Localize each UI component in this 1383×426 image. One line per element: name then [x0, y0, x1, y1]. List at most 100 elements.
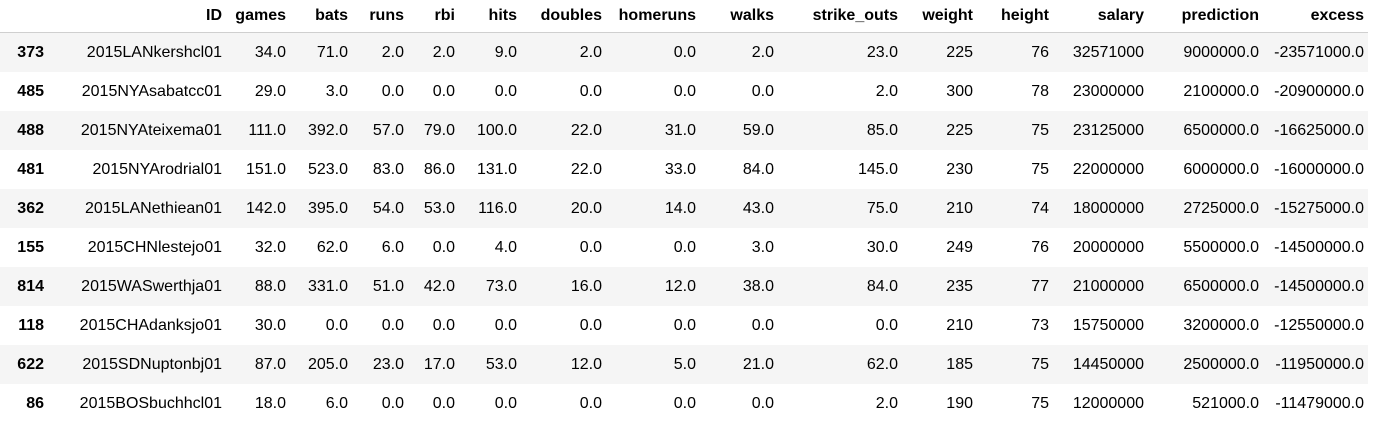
cell-bats: 6.0 [325, 394, 348, 412]
cell-homeruns: 0.0 [673, 43, 696, 61]
cell-hits: 116.0 [478, 199, 517, 217]
cell-excess: -20900000.0 [1274, 82, 1364, 100]
cell-id: 2015NYAteixema01 [80, 121, 222, 139]
cell-weight: 230 [946, 160, 973, 178]
cell-strike-outs: 85.0 [866, 121, 898, 139]
column-header-weight: weight [902, 0, 977, 33]
cell-weight: 210 [946, 199, 973, 217]
cell-homeruns: 0.0 [673, 394, 696, 412]
row-index: 485 [17, 82, 44, 100]
cell-weight: 300 [946, 82, 973, 100]
cell-prediction: 9000000.0 [1183, 43, 1259, 61]
cell-doubles: 16.0 [570, 277, 602, 295]
cell-salary: 21000000 [1072, 277, 1144, 295]
column-header-runs: runs [352, 0, 408, 33]
cell-weight: 185 [946, 355, 973, 373]
index-header [0, 0, 50, 33]
cell-salary: 18000000 [1072, 199, 1144, 217]
column-header-excess: excess [1263, 0, 1368, 33]
table-row: 488 2015NYAteixema01 111.0 392.0 57.0 79.0 100… [0, 111, 1368, 150]
table-row: 485 2015NYAsabatcc01 29.0 3.0 0.0 0.0 0.0 0.0 0.… [0, 72, 1368, 111]
cell-salary: 15750000 [1072, 316, 1144, 334]
cell-bats: 3.0 [325, 82, 348, 100]
cell-homeruns: 0.0 [673, 316, 696, 334]
cell-salary: 23125000 [1072, 121, 1144, 139]
cell-bats: 523.0 [307, 160, 348, 178]
cell-runs: 51.0 [372, 277, 404, 295]
cell-runs: 57.0 [372, 121, 404, 139]
cell-salary: 12000000 [1072, 394, 1144, 412]
cell-walks: 84.0 [742, 160, 774, 178]
cell-walks: 3.0 [751, 238, 774, 256]
cell-homeruns: 5.0 [673, 355, 696, 373]
cell-id: 2015BOSbuchhcl01 [79, 394, 222, 412]
cell-doubles: 20.0 [570, 199, 602, 217]
cell-doubles: 0.0 [579, 82, 602, 100]
column-header-hits: hits [459, 0, 521, 33]
cell-id: 2015NYAsabatcc01 [81, 82, 222, 100]
cell-prediction: 2725000.0 [1183, 199, 1259, 217]
cell-strike-outs: 30.0 [866, 238, 898, 256]
cell-games: 34.0 [254, 43, 286, 61]
column-header-doubles: doubles [521, 0, 606, 33]
table-row: 362 2015LANethiean01 142.0 395.0 54.0 53.0 116… [0, 189, 1368, 228]
cell-games: 30.0 [254, 316, 286, 334]
cell-games: 151.0 [245, 160, 286, 178]
table-row: 373 2015LANkershcl01 34.0 71.0 2.0 2.0 9.0 2.0 0… [0, 32, 1368, 72]
cell-weight: 210 [946, 316, 973, 334]
cell-weight: 190 [946, 394, 973, 412]
column-header-salary: salary [1053, 0, 1148, 33]
cell-prediction: 5500000.0 [1183, 238, 1259, 256]
cell-strike-outs: 2.0 [875, 394, 898, 412]
cell-hits: 0.0 [494, 394, 517, 412]
column-header-id: ID [50, 0, 226, 33]
cell-bats: 71.0 [316, 43, 348, 61]
row-index: 373 [17, 43, 44, 61]
cell-bats: 395.0 [307, 199, 348, 217]
row-index: 488 [17, 121, 44, 139]
cell-excess: -15275000.0 [1274, 199, 1364, 217]
cell-hits: 73.0 [485, 277, 517, 295]
cell-weight: 225 [946, 43, 973, 61]
cell-rbi: 42.0 [423, 277, 455, 295]
cell-rbi: 53.0 [423, 199, 455, 217]
cell-rbi: 2.0 [432, 43, 455, 61]
column-header-walks: walks [700, 0, 778, 33]
cell-rbi: 0.0 [432, 316, 455, 334]
cell-prediction: 6500000.0 [1183, 121, 1259, 139]
cell-strike-outs: 23.0 [866, 43, 898, 61]
cell-height: 74 [1031, 199, 1049, 217]
cell-height: 75 [1031, 394, 1049, 412]
row-index: 155 [17, 238, 44, 256]
table-header: ID games bats runs rbi hits doubles home… [0, 0, 1368, 33]
cell-bats: 392.0 [307, 121, 348, 139]
cell-runs: 0.0 [381, 82, 404, 100]
cell-bats: 0.0 [325, 316, 348, 334]
cell-prediction: 2100000.0 [1183, 82, 1259, 100]
column-header-height: height [977, 0, 1053, 33]
cell-id: 2015WASwerthja01 [81, 277, 222, 295]
cell-height: 76 [1031, 43, 1049, 61]
cell-walks: 21.0 [742, 355, 774, 373]
cell-bats: 205.0 [307, 355, 348, 373]
cell-runs: 0.0 [381, 316, 404, 334]
table-row: 481 2015NYArodrial01 151.0 523.0 83.0 86.0 131… [0, 150, 1368, 189]
cell-doubles: 2.0 [579, 43, 602, 61]
cell-homeruns: 33.0 [664, 160, 696, 178]
cell-weight: 225 [946, 121, 973, 139]
cell-excess: -11950000.0 [1275, 355, 1364, 373]
cell-strike-outs: 75.0 [866, 199, 898, 217]
cell-homeruns: 0.0 [673, 238, 696, 256]
cell-hits: 0.0 [494, 82, 517, 100]
cell-homeruns: 12.0 [664, 277, 696, 295]
cell-bats: 62.0 [316, 238, 348, 256]
cell-weight: 235 [946, 277, 973, 295]
cell-runs: 2.0 [381, 43, 404, 61]
cell-height: 75 [1031, 160, 1049, 178]
cell-runs: 6.0 [381, 238, 404, 256]
column-header-strike-outs: strike_outs [778, 0, 902, 33]
cell-homeruns: 0.0 [673, 82, 696, 100]
cell-hits: 4.0 [494, 238, 517, 256]
